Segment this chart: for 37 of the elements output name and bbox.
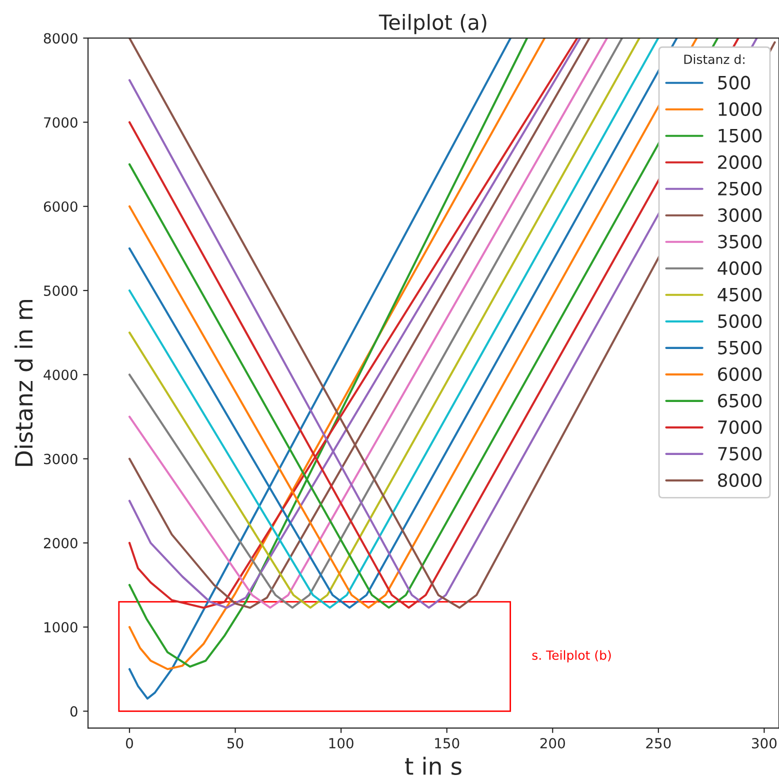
legend-label: 7000 bbox=[718, 420, 762, 434]
x-tick-label: 250 bbox=[646, 738, 671, 748]
legend-label: 1000 bbox=[718, 102, 762, 116]
y-tick-label: 3000 bbox=[44, 454, 78, 464]
legend-label: 3000 bbox=[718, 208, 762, 222]
y-tick-label: 2000 bbox=[44, 538, 78, 548]
y-tick-label: 8000 bbox=[44, 33, 78, 44]
y-tick-label: 0 bbox=[70, 706, 78, 717]
x-tick-label: 200 bbox=[540, 738, 565, 748]
legend-label: 2000 bbox=[718, 155, 762, 169]
legend-label: 5500 bbox=[718, 340, 762, 354]
legend-label: 5000 bbox=[718, 314, 762, 328]
legend-title: Distanz d: bbox=[684, 54, 744, 64]
annotation: s. Teilplot (b) bbox=[532, 650, 611, 662]
legend-label: 1500 bbox=[718, 128, 762, 142]
legend-label: 4500 bbox=[718, 288, 762, 302]
y-axis-title: Distanz d in m bbox=[14, 300, 33, 466]
x-tick-label: 150 bbox=[435, 738, 460, 748]
y-tick-label: 6000 bbox=[44, 201, 78, 212]
x-tick-label: 100 bbox=[329, 738, 354, 748]
y-tick-label: 1000 bbox=[44, 622, 78, 633]
y-tick-label: 4000 bbox=[44, 370, 78, 380]
x-tick-label: 300 bbox=[752, 738, 777, 748]
legend-label: 6500 bbox=[718, 394, 762, 408]
x-tick-label: 50 bbox=[228, 738, 244, 748]
legend-label: 4000 bbox=[718, 261, 762, 275]
legend-label: 8000 bbox=[718, 473, 762, 487]
legend-label: 6000 bbox=[718, 367, 762, 381]
x-tick-label: 0 bbox=[126, 738, 133, 748]
x-axis-title: t in s bbox=[405, 756, 462, 776]
y-tick-label: 5000 bbox=[44, 285, 78, 296]
legend-label: 3500 bbox=[718, 234, 762, 248]
legend-label: 2500 bbox=[718, 182, 762, 196]
chart-title: Teilplot (a) bbox=[378, 14, 486, 34]
y-tick-label: 7000 bbox=[44, 117, 78, 128]
legend-label: 7500 bbox=[718, 446, 762, 460]
legend-label: 500 bbox=[718, 76, 750, 90]
